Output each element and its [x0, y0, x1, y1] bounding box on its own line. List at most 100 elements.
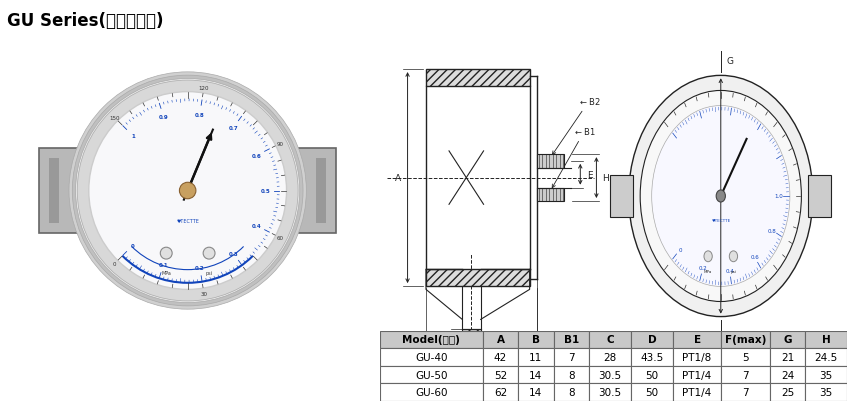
Bar: [379, 348, 482, 366]
Bar: [609, 176, 632, 217]
Text: GU-50: GU-50: [414, 370, 447, 380]
Text: $\leftarrow$B2: $\leftarrow$B2: [552, 96, 600, 155]
Text: 52: 52: [493, 370, 506, 380]
Text: 7: 7: [741, 370, 748, 380]
Bar: [425, 70, 529, 87]
Bar: [721, 331, 769, 348]
Bar: [425, 270, 529, 286]
Circle shape: [78, 81, 297, 301]
Text: 50: 50: [645, 387, 658, 397]
Text: 28: 28: [602, 352, 616, 362]
Text: GU Series(嵌入式安装): GU Series(嵌入式安装): [7, 12, 163, 30]
Text: 35: 35: [819, 387, 832, 397]
Circle shape: [639, 91, 800, 302]
Text: $\leftarrow$B1: $\leftarrow$B1: [551, 126, 596, 188]
Circle shape: [89, 92, 286, 290]
Circle shape: [69, 73, 306, 310]
Bar: [379, 366, 482, 383]
Bar: [462, 330, 481, 346]
Text: 0: 0: [677, 247, 681, 252]
Text: PT1/4: PT1/4: [682, 387, 711, 397]
Text: 8: 8: [567, 370, 574, 380]
Text: 0.5: 0.5: [260, 188, 270, 194]
Bar: [769, 348, 804, 366]
Text: 0.4: 0.4: [724, 268, 734, 273]
Text: ♥TECTTE: ♥TECTTE: [176, 218, 199, 223]
Bar: [769, 366, 804, 383]
Text: G: G: [782, 334, 791, 344]
Bar: [518, 383, 553, 401]
Text: 30.5: 30.5: [598, 370, 621, 380]
Bar: [672, 383, 721, 401]
Bar: [276, 148, 336, 234]
Text: 0.4: 0.4: [251, 224, 262, 229]
Circle shape: [728, 251, 737, 262]
Text: 0.8: 0.8: [194, 112, 204, 117]
Text: B: B: [532, 334, 539, 344]
Text: Model(型号): Model(型号): [402, 334, 459, 344]
Text: B1: B1: [563, 334, 579, 344]
Bar: [379, 383, 482, 401]
Text: 0.1: 0.1: [158, 262, 169, 267]
Text: 24: 24: [780, 370, 793, 380]
Bar: [536, 155, 563, 168]
Circle shape: [72, 76, 302, 306]
Text: psi: psi: [205, 271, 212, 276]
Text: 7: 7: [741, 387, 748, 397]
Text: 21: 21: [780, 352, 793, 362]
Bar: [536, 188, 563, 201]
Circle shape: [716, 190, 724, 203]
Bar: [769, 383, 804, 401]
Text: psi: psi: [729, 270, 735, 273]
Text: 7: 7: [567, 352, 574, 362]
Text: C: C: [496, 353, 502, 363]
Bar: [589, 366, 630, 383]
Circle shape: [628, 76, 812, 317]
Bar: [553, 331, 589, 348]
Bar: [769, 331, 804, 348]
Text: 60: 60: [276, 235, 284, 241]
Text: 62: 62: [493, 387, 506, 397]
Text: F(max): F(max): [724, 334, 765, 344]
Bar: [482, 331, 518, 348]
Bar: [553, 366, 589, 383]
Bar: [553, 383, 589, 401]
Text: GU-40: GU-40: [414, 352, 447, 362]
Text: F: F: [440, 333, 446, 342]
Text: 5: 5: [741, 352, 748, 362]
Bar: [482, 383, 518, 401]
Text: A: A: [394, 174, 401, 182]
Text: 8: 8: [567, 387, 574, 397]
Text: 50: 50: [645, 370, 658, 380]
Text: 1.0: 1.0: [773, 194, 782, 199]
Bar: [518, 348, 553, 366]
Text: PT1/4: PT1/4: [682, 370, 711, 380]
Bar: [630, 383, 672, 401]
Text: E: E: [693, 334, 699, 344]
Text: 42: 42: [493, 352, 506, 362]
Text: D: D: [647, 334, 655, 344]
Text: D: D: [477, 370, 484, 379]
Text: G: G: [726, 57, 733, 66]
Bar: [672, 366, 721, 383]
Text: 1: 1: [131, 134, 135, 139]
Text: MPa: MPa: [703, 270, 711, 273]
Circle shape: [160, 247, 172, 259]
Text: H: H: [602, 174, 608, 182]
Text: 0.9: 0.9: [158, 115, 169, 120]
Bar: [553, 348, 589, 366]
Bar: [672, 331, 721, 348]
Bar: [721, 366, 769, 383]
Text: 35: 35: [819, 370, 832, 380]
Bar: [482, 348, 518, 366]
Circle shape: [703, 251, 711, 262]
Bar: [804, 366, 846, 383]
Text: 30.5: 30.5: [598, 387, 621, 397]
Bar: [589, 348, 630, 366]
Bar: [39, 148, 99, 234]
Text: 0: 0: [112, 262, 116, 267]
Bar: [589, 383, 630, 401]
Text: 150: 150: [109, 115, 119, 120]
Bar: [379, 331, 482, 348]
Bar: [804, 348, 846, 366]
